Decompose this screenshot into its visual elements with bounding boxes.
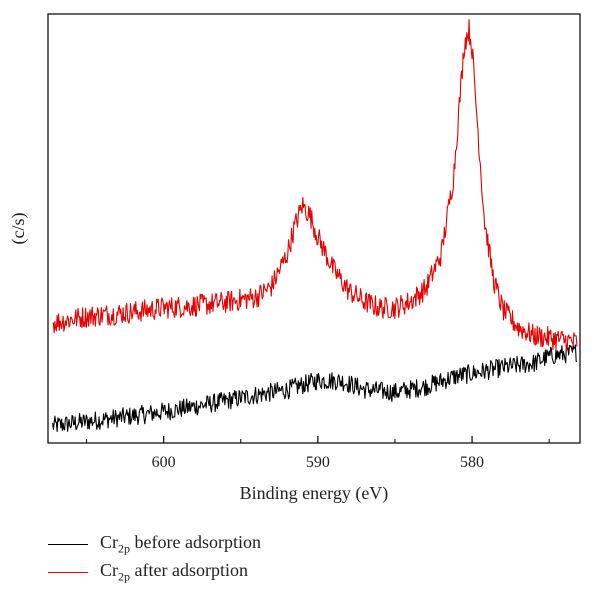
legend-swatch-before: [48, 543, 88, 545]
x-tick-label: 580: [460, 454, 484, 471]
legend-label-before: Cr2p before adsorption: [100, 531, 261, 556]
legend-item-after: Cr2p after adsorption: [48, 558, 261, 586]
legend-item-before: Cr2p before adsorption: [48, 530, 261, 558]
series-line-1: [52, 19, 578, 352]
x-axis-label: Binding energy (eV): [240, 483, 389, 504]
legend-swatch-after: [48, 571, 88, 573]
legend: Cr2p before adsorption Cr2p after adsorp…: [48, 530, 261, 586]
y-axis-label: (c/s): [8, 213, 29, 245]
x-tick-label: 600: [152, 454, 176, 471]
plot-axes: 600 590 580: [47, 13, 581, 471]
legend-label-after: Cr2p after adsorption: [100, 559, 248, 584]
plot-series: [52, 19, 578, 432]
series-line-0: [52, 344, 577, 432]
plot-frame: [47, 13, 581, 444]
x-tick-label: 590: [306, 454, 330, 471]
